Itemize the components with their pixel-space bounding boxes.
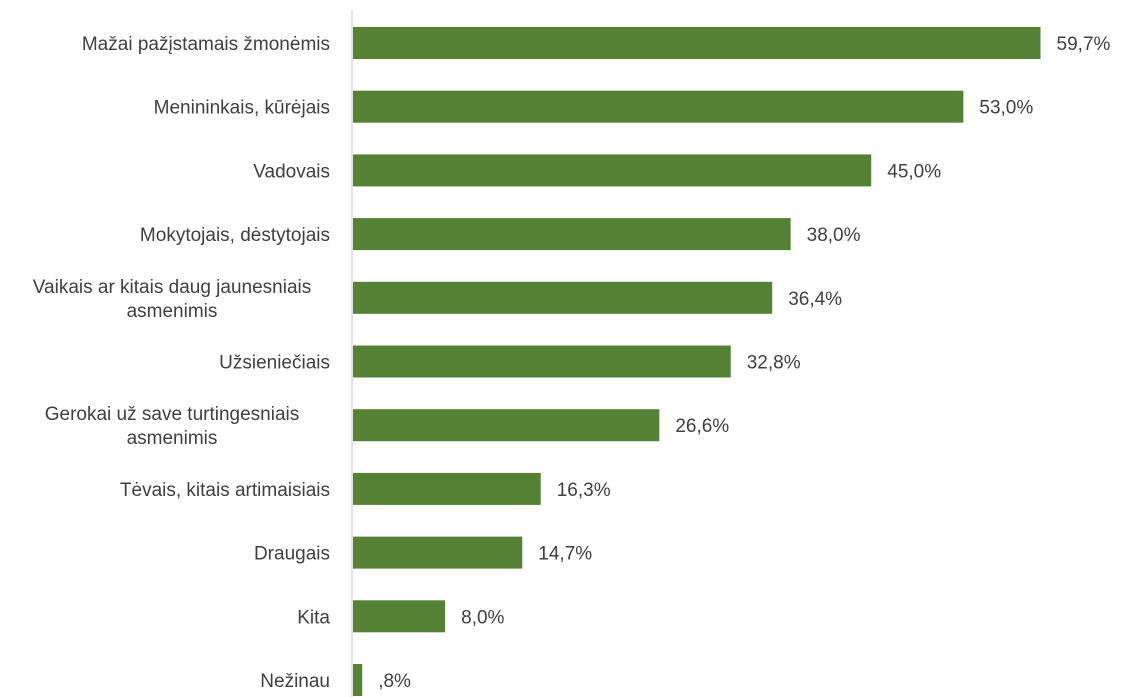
data-label: ,8% (378, 671, 411, 692)
data-label: 14,7% (538, 544, 592, 565)
data-label: 38,0% (807, 225, 861, 246)
bar (353, 600, 446, 633)
bar (353, 218, 791, 251)
bar (353, 472, 541, 505)
category-label: Draugais (254, 544, 330, 565)
category-labels-group: Mažai pažįstamais žmonėmis Menininkais, k… (33, 34, 331, 692)
category-label-line: asmenimis (127, 301, 218, 322)
category-label: Mokytojais, dėstytojais (140, 225, 330, 246)
data-label: 59,7% (1057, 34, 1111, 55)
category-label: Vadovais (253, 161, 330, 182)
bar (353, 281, 773, 314)
bar (353, 345, 731, 378)
category-label-line: Gerokai už save turtingesniais (45, 404, 300, 425)
data-label: 36,4% (788, 289, 842, 310)
category-label: Gerokai už save turtingesniais asmenimis (45, 404, 300, 449)
value-labels-group: 59,7% 53,0% 45,0% 38,0% 36,4% 32,8% 26,6% 16,3%… (378, 34, 1110, 692)
bar (353, 154, 872, 187)
bar (353, 90, 964, 123)
data-label: 26,6% (675, 416, 729, 437)
data-label: 45,0% (887, 161, 941, 182)
bars-group (353, 27, 1041, 696)
bar (353, 27, 1041, 59)
category-label: Vaikais ar kitais daug jaunesniais asmeni… (33, 277, 311, 322)
bar (353, 409, 660, 442)
category-label: Užsieniečiais (219, 353, 330, 374)
category-label: Menininkais, kūrėjais (154, 98, 330, 119)
bar (353, 536, 523, 569)
category-label: Tėvais, kitais artimaisiais (120, 480, 330, 501)
bar (353, 664, 363, 696)
data-label: 53,0% (979, 98, 1033, 119)
category-label-line: asmenimis (127, 428, 218, 449)
data-label: 16,3% (557, 480, 611, 501)
category-label: Kita (297, 607, 330, 628)
data-label: 8,0% (461, 607, 504, 628)
category-label-line: Vaikais ar kitais daug jaunesniais (33, 277, 311, 298)
data-label: 32,8% (747, 353, 801, 374)
category-label: Mažai pažįstamais žmonėmis (82, 34, 330, 55)
category-label: Nežinau (260, 671, 330, 692)
